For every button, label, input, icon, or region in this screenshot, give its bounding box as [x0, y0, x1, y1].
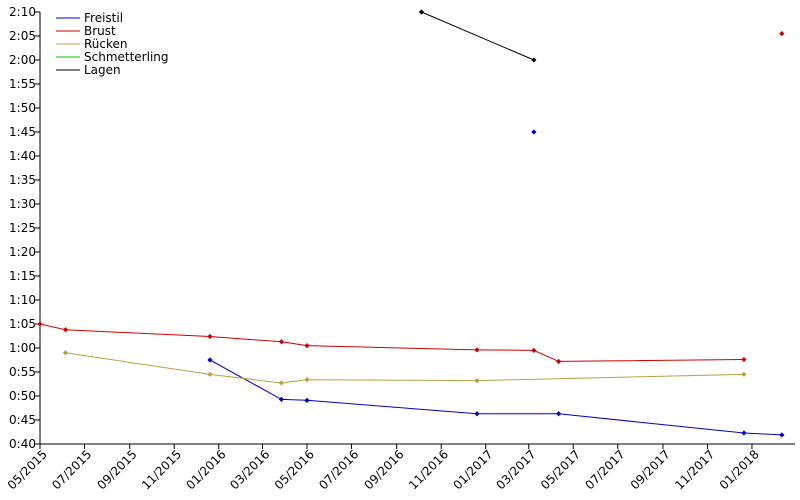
x-axis-ticks: 05/2015 07/2015 09/2015 11/2015 01/201603/20…	[5, 444, 762, 492]
legend-label: Brust	[84, 24, 116, 38]
x-tick-label: 11/2015	[139, 447, 184, 492]
series-line-freistil	[209, 359, 782, 436]
x-tick-label: 09/2017	[628, 447, 673, 492]
x-tick-label: 07/2015	[49, 447, 94, 492]
legend-label: Schmetterling	[84, 50, 169, 64]
y-tick-label: 1:50	[9, 101, 36, 115]
y-tick-label: 0:40	[9, 437, 36, 451]
data-point-freistil	[474, 411, 480, 417]
y-tick-label: 1:25	[9, 221, 36, 235]
data-point-lagen	[531, 57, 537, 63]
data-point-ruecken	[207, 371, 213, 378]
y-tick-label: 1:10	[9, 293, 36, 307]
legend-label: Rücken	[84, 37, 128, 51]
y-tick-label: 2:05	[9, 29, 36, 43]
x-tick-label: 01/2016	[183, 447, 228, 492]
y-axis-ticks: 0:40 0:45 0:50 0:55 1:00 1:05 1:10 1:15 1:20 1:25…	[9, 5, 40, 451]
data-point-freistil	[779, 432, 785, 438]
data-point-freistil	[741, 430, 747, 436]
series-freistil	[207, 129, 785, 438]
data-point-freistil	[531, 129, 537, 135]
data-point-brust	[304, 342, 310, 349]
y-tick-label: 1:55	[9, 77, 36, 91]
axes	[39, 12, 795, 445]
x-tick-label: 03/2016	[227, 447, 272, 492]
series-line-ruecken	[65, 352, 744, 384]
x-tick-label: 01/2018	[717, 447, 762, 492]
data-point-ruecken	[62, 350, 69, 356]
x-tick-label: 07/2017	[582, 447, 627, 492]
y-tick-label: 0:45	[9, 413, 36, 427]
legend-label: Lagen	[84, 63, 121, 77]
y-tick-label: 2:10	[9, 5, 36, 19]
x-tick-label: 05/2017	[538, 447, 583, 492]
y-tick-label: 2:00	[9, 53, 36, 67]
x-tick-label: 07/2016	[316, 447, 361, 492]
x-tick-label: 11/2017	[672, 447, 717, 492]
data-point-lagen	[418, 9, 425, 15]
y-tick-label: 0:50	[9, 389, 36, 403]
y-tick-label: 1:35	[9, 173, 36, 187]
series-line-brust	[39, 323, 744, 362]
data-point-brust	[62, 327, 69, 333]
x-tick-label: 09/2016	[361, 447, 406, 492]
y-tick-label: 1:00	[9, 341, 36, 355]
data-point-freistil	[207, 357, 213, 363]
data-point-brust	[207, 333, 213, 340]
x-tick-label: 05/2016	[272, 447, 317, 492]
y-tick-label: 1:30	[9, 197, 36, 211]
data-point-ruecken	[304, 377, 310, 383]
series-layer	[37, 9, 785, 438]
data-point-freistil	[304, 397, 310, 403]
x-tick-label: 05/2015	[5, 447, 50, 492]
data-point-brust	[474, 347, 480, 353]
data-point-brust	[531, 347, 537, 354]
series-brust	[37, 30, 785, 365]
y-tick-label: 1:15	[9, 269, 36, 283]
series-line-lagen	[421, 11, 535, 61]
data-point-ruecken	[741, 371, 747, 378]
series-lagen	[418, 9, 537, 63]
y-tick-label: 1:45	[9, 125, 36, 139]
y-tick-label: 1:05	[9, 317, 36, 331]
y-tick-label: 1:20	[9, 245, 36, 259]
x-tick-label: 03/2017	[493, 447, 538, 492]
x-tick-label: 09/2015	[94, 447, 139, 492]
data-point-brust	[779, 30, 785, 37]
data-point-ruecken	[278, 380, 285, 386]
legend-label: Freistil	[84, 11, 123, 25]
x-tick-label: 11/2016	[406, 447, 451, 492]
data-point-brust	[278, 339, 285, 345]
series-ruecken	[62, 350, 747, 386]
data-point-ruecken	[474, 378, 480, 384]
x-tick-label: 01/2017	[450, 447, 495, 492]
data-point-freistil	[556, 411, 562, 417]
data-point-brust	[556, 358, 562, 365]
y-tick-label: 0:55	[9, 365, 36, 379]
data-point-brust	[741, 356, 747, 363]
data-point-freistil	[278, 396, 285, 402]
data-point-brust	[37, 321, 43, 327]
y-tick-label: 1:40	[9, 149, 36, 163]
